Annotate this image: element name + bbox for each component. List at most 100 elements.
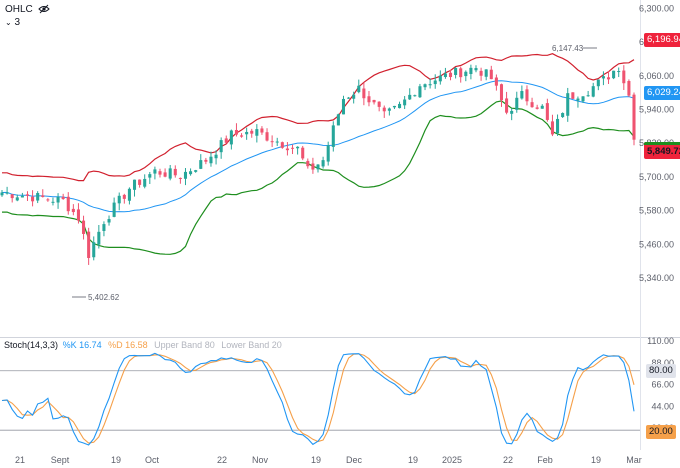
candle — [296, 146, 300, 155]
time-axis: 21 Sept 19 Oct 22 Nov 19 Dec 19 2025 22 Feb 19 Mar — [15, 455, 642, 465]
candle — [158, 168, 162, 178]
candle — [280, 141, 284, 149]
candle — [469, 64, 473, 80]
candle — [143, 174, 147, 189]
stoch-tick-label: 44.00 — [651, 401, 674, 411]
candle — [505, 91, 509, 115]
time-tick-label: Mar — [626, 455, 642, 465]
candle — [245, 127, 249, 140]
candle — [102, 221, 106, 237]
candle — [448, 69, 453, 81]
stoch-tick-label: 110.00 — [647, 336, 674, 346]
candle — [260, 126, 264, 135]
collapse-toggle[interactable]: ⌄ 3 — [5, 17, 20, 28]
candle — [240, 133, 244, 138]
candle — [606, 71, 611, 85]
candle — [214, 150, 218, 165]
header: OHLC — [5, 4, 50, 17]
candle — [285, 142, 289, 156]
candle — [168, 164, 172, 181]
stoch-k-label: %K 16.74 — [62, 340, 102, 350]
candle — [392, 105, 396, 110]
series-label: OHLC — [5, 4, 33, 15]
candle — [581, 96, 585, 103]
time-tick-label: 19 — [408, 455, 418, 465]
candle — [530, 97, 534, 108]
candle — [377, 101, 381, 112]
candle — [510, 108, 514, 121]
candle — [617, 67, 621, 78]
candle — [438, 70, 442, 85]
stoch-title: Stoch — [4, 340, 28, 350]
basis-price-tag: 6,029.24 — [644, 86, 680, 100]
upper-band-line — [2, 53, 635, 182]
candle — [433, 74, 437, 89]
candle — [306, 158, 310, 169]
candle — [71, 204, 75, 216]
time-tick-label: Oct — [145, 455, 160, 465]
time-tick-label: 2025 — [442, 455, 462, 465]
basis-line — [1, 80, 635, 213]
low-annotation-label: 5,402.62 — [88, 293, 120, 302]
candles — [0, 64, 636, 265]
candle — [632, 92, 636, 146]
stoch-lower-tag: 20.00 — [646, 425, 676, 439]
eye-off-icon[interactable] — [37, 4, 50, 17]
candle — [357, 79, 361, 94]
candle — [15, 194, 19, 202]
candle — [550, 114, 554, 137]
candle — [591, 82, 595, 98]
stoch-d-label: %D 16.58 — [108, 340, 148, 350]
candle — [163, 168, 167, 178]
candle — [189, 168, 193, 176]
lower-band-line — [2, 100, 635, 255]
candle — [474, 65, 478, 73]
collapsed-count: 3 — [14, 17, 21, 28]
time-tick-label: 21 — [15, 455, 25, 465]
candle — [107, 215, 111, 226]
candle — [622, 65, 626, 91]
candle — [367, 90, 371, 107]
candle — [204, 157, 208, 165]
price-tick-label: 5,340.00 — [639, 273, 674, 283]
candle — [484, 69, 488, 81]
last-price-tag: 5,849.72 — [644, 142, 680, 159]
candle — [199, 154, 203, 170]
stoch-tick-label: 66.00 — [651, 380, 674, 390]
candle — [148, 171, 152, 184]
candle — [428, 78, 432, 89]
candle — [265, 128, 269, 142]
candle — [535, 104, 539, 110]
candle — [250, 128, 254, 138]
candle — [41, 189, 45, 198]
time-tick-label: 22 — [503, 455, 513, 465]
time-tick-label: Feb — [537, 455, 553, 465]
time-tick-label: 19 — [111, 455, 121, 465]
candle — [301, 145, 305, 161]
candle — [596, 79, 600, 91]
candle — [36, 191, 40, 204]
candle — [290, 144, 295, 155]
stoch-lower-label: Lower Band 20 — [221, 340, 282, 350]
candle — [418, 83, 422, 98]
candle — [117, 192, 121, 211]
candle — [494, 74, 498, 91]
candle — [341, 95, 346, 115]
candle — [5, 186, 9, 195]
candle — [97, 225, 101, 249]
candle — [61, 193, 65, 200]
price-tick-label: 6,300.00 — [639, 3, 674, 13]
bollinger-bands — [1, 53, 635, 255]
candle — [275, 137, 279, 146]
candle — [545, 98, 549, 122]
candle — [316, 164, 320, 173]
low-annotation: 5,402.62 — [72, 293, 120, 302]
time-tick-label: 19 — [591, 455, 601, 465]
candle — [234, 123, 238, 137]
candle — [347, 96, 351, 99]
candle — [362, 82, 366, 106]
candle — [229, 129, 233, 150]
time-tick-label: Dec — [346, 455, 363, 465]
